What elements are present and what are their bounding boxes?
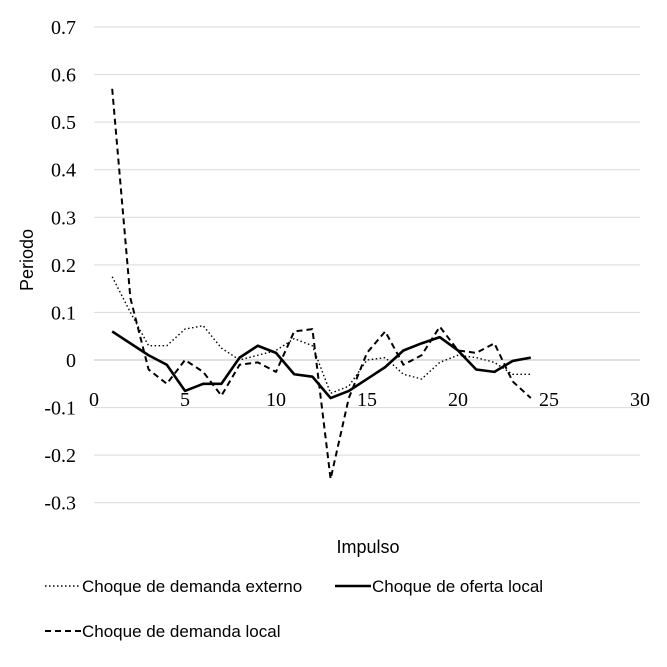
y-tick-label: 0 <box>66 350 76 372</box>
x-axis-title: Impulso <box>336 537 399 557</box>
x-tick-label: 10 <box>266 389 286 411</box>
y-tick-label: 0.4 <box>51 160 76 182</box>
y-axis-title: Periodo <box>17 229 37 291</box>
y-tick-label: 0.5 <box>51 112 76 134</box>
y-tick-label: 0.6 <box>51 65 76 87</box>
x-tick-label: 30 <box>630 389 650 411</box>
gridlines <box>94 26 640 504</box>
legend-label: Choque de demanda externo <box>82 577 302 596</box>
series-lines <box>111 88 532 480</box>
x-tick-label: 15 <box>357 389 377 411</box>
x-tick-label: 0 <box>89 389 99 411</box>
x-tick-labels: 0 5 10 15 20 25 30 <box>89 389 650 411</box>
y-tick-label: -0.2 <box>44 445 76 467</box>
x-tick-label: 5 <box>180 389 190 411</box>
y-tick-label: 0.1 <box>51 302 76 324</box>
y-tick-label: -0.3 <box>44 493 76 515</box>
series-line <box>111 88 532 480</box>
y-tick-label: 0.3 <box>51 207 76 229</box>
legend-label: Choque de demanda local <box>82 622 280 641</box>
series-line <box>111 330 532 400</box>
y-tick-label: 0.7 <box>51 17 76 39</box>
x-tick-label: 20 <box>448 389 468 411</box>
legend-label: Choque de oferta local <box>372 577 543 596</box>
legend: Choque de demanda externo Choque de ofert… <box>45 577 543 641</box>
y-tick-label: 0.2 <box>51 255 76 277</box>
y-tick-label: -0.1 <box>44 398 76 420</box>
x-tick-label: 25 <box>539 389 559 411</box>
y-tick-labels: -0.3 -0.2 -0.1 0 0.1 0.2 0.3 0.4 0.5 0.6 0.7 <box>44 17 76 515</box>
series-line <box>111 276 531 394</box>
